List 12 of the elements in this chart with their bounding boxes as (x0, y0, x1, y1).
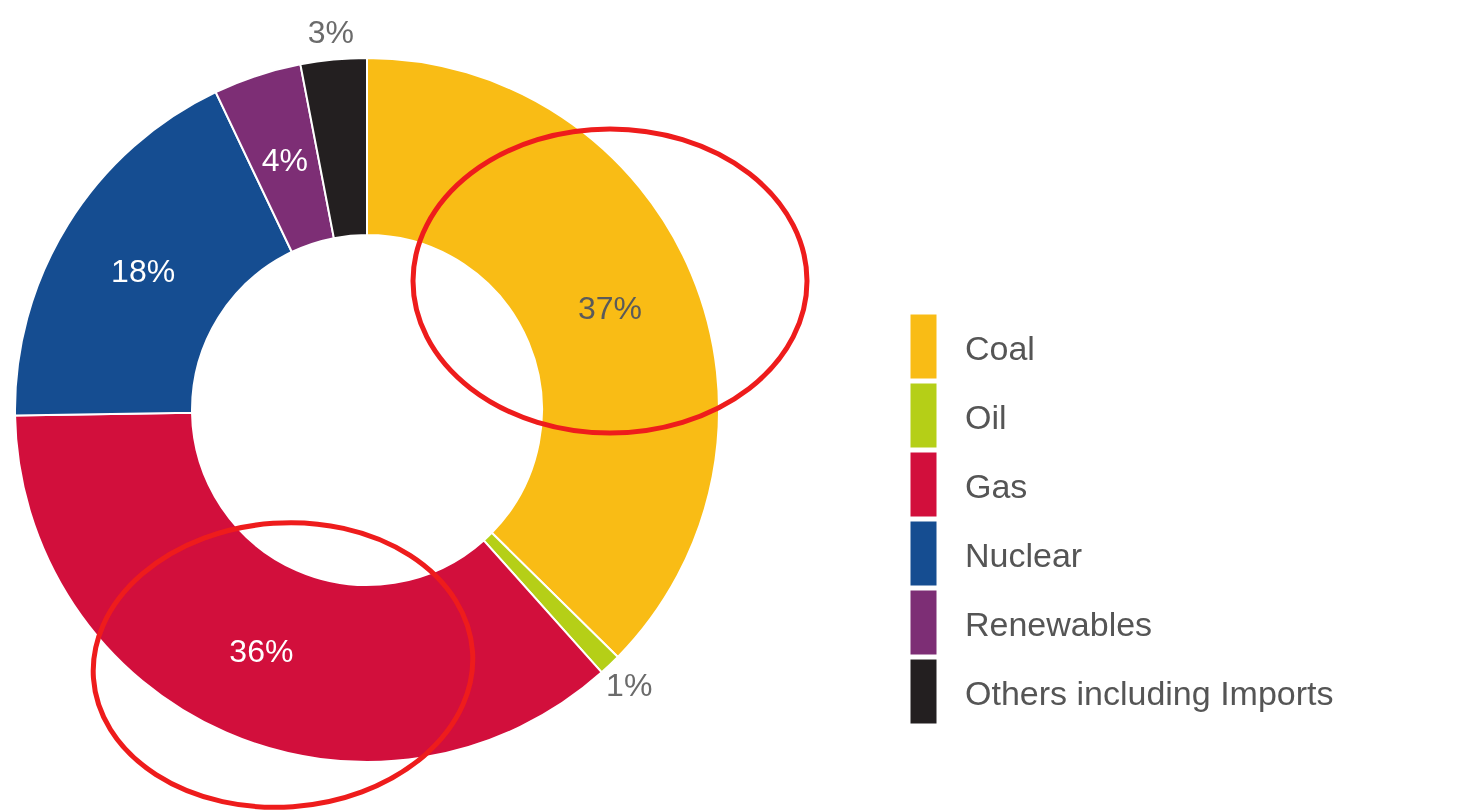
legend-label: Oil (965, 398, 1007, 436)
legend-label: Gas (965, 467, 1028, 505)
data-label: 36% (229, 633, 294, 670)
legend-label: Others including Imports (965, 674, 1334, 712)
data-label: 4% (261, 141, 308, 178)
data-label: 1% (606, 667, 653, 704)
legend-label: Nuclear (965, 536, 1083, 574)
legend-label: Renewables (965, 605, 1153, 643)
data-label: 18% (111, 253, 176, 290)
legend-label: Coal (965, 329, 1035, 367)
data-label: 3% (307, 13, 354, 50)
data-label: 37% (578, 290, 643, 327)
